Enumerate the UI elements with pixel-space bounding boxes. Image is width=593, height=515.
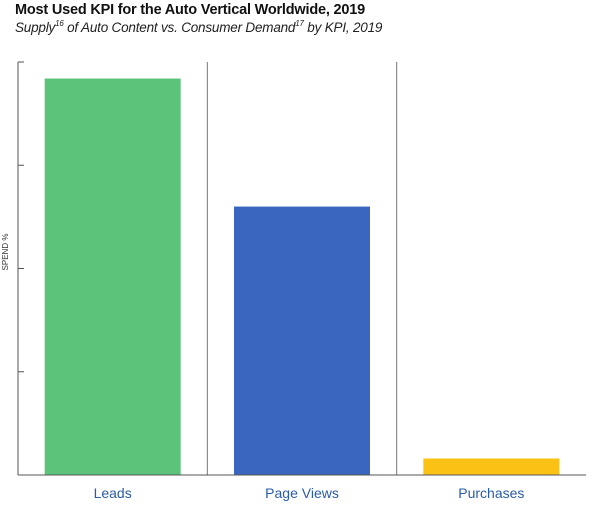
x-tick-label: Leads <box>94 485 132 501</box>
x-tick-label: Purchases <box>458 485 524 501</box>
bar-page-views <box>234 206 370 476</box>
bar-leads <box>44 78 181 476</box>
subtitle-footnote-1: 16 <box>55 19 64 28</box>
chart-title: Most Used KPI for the Auto Vertical Worl… <box>15 2 365 18</box>
subtitle-part-3: by KPI, 2019 <box>303 20 383 35</box>
x-tick-label: Page Views <box>265 485 339 501</box>
subtitle-footnote-2: 17 <box>295 19 304 28</box>
subtitle-part-1: Supply <box>15 20 56 35</box>
subtitle-part-2: of Auto Content vs. Consumer Demand <box>63 20 296 35</box>
chart-subtitle: Supply16 of Auto Content vs. Consumer De… <box>15 19 383 36</box>
bar-purchases <box>423 458 560 475</box>
